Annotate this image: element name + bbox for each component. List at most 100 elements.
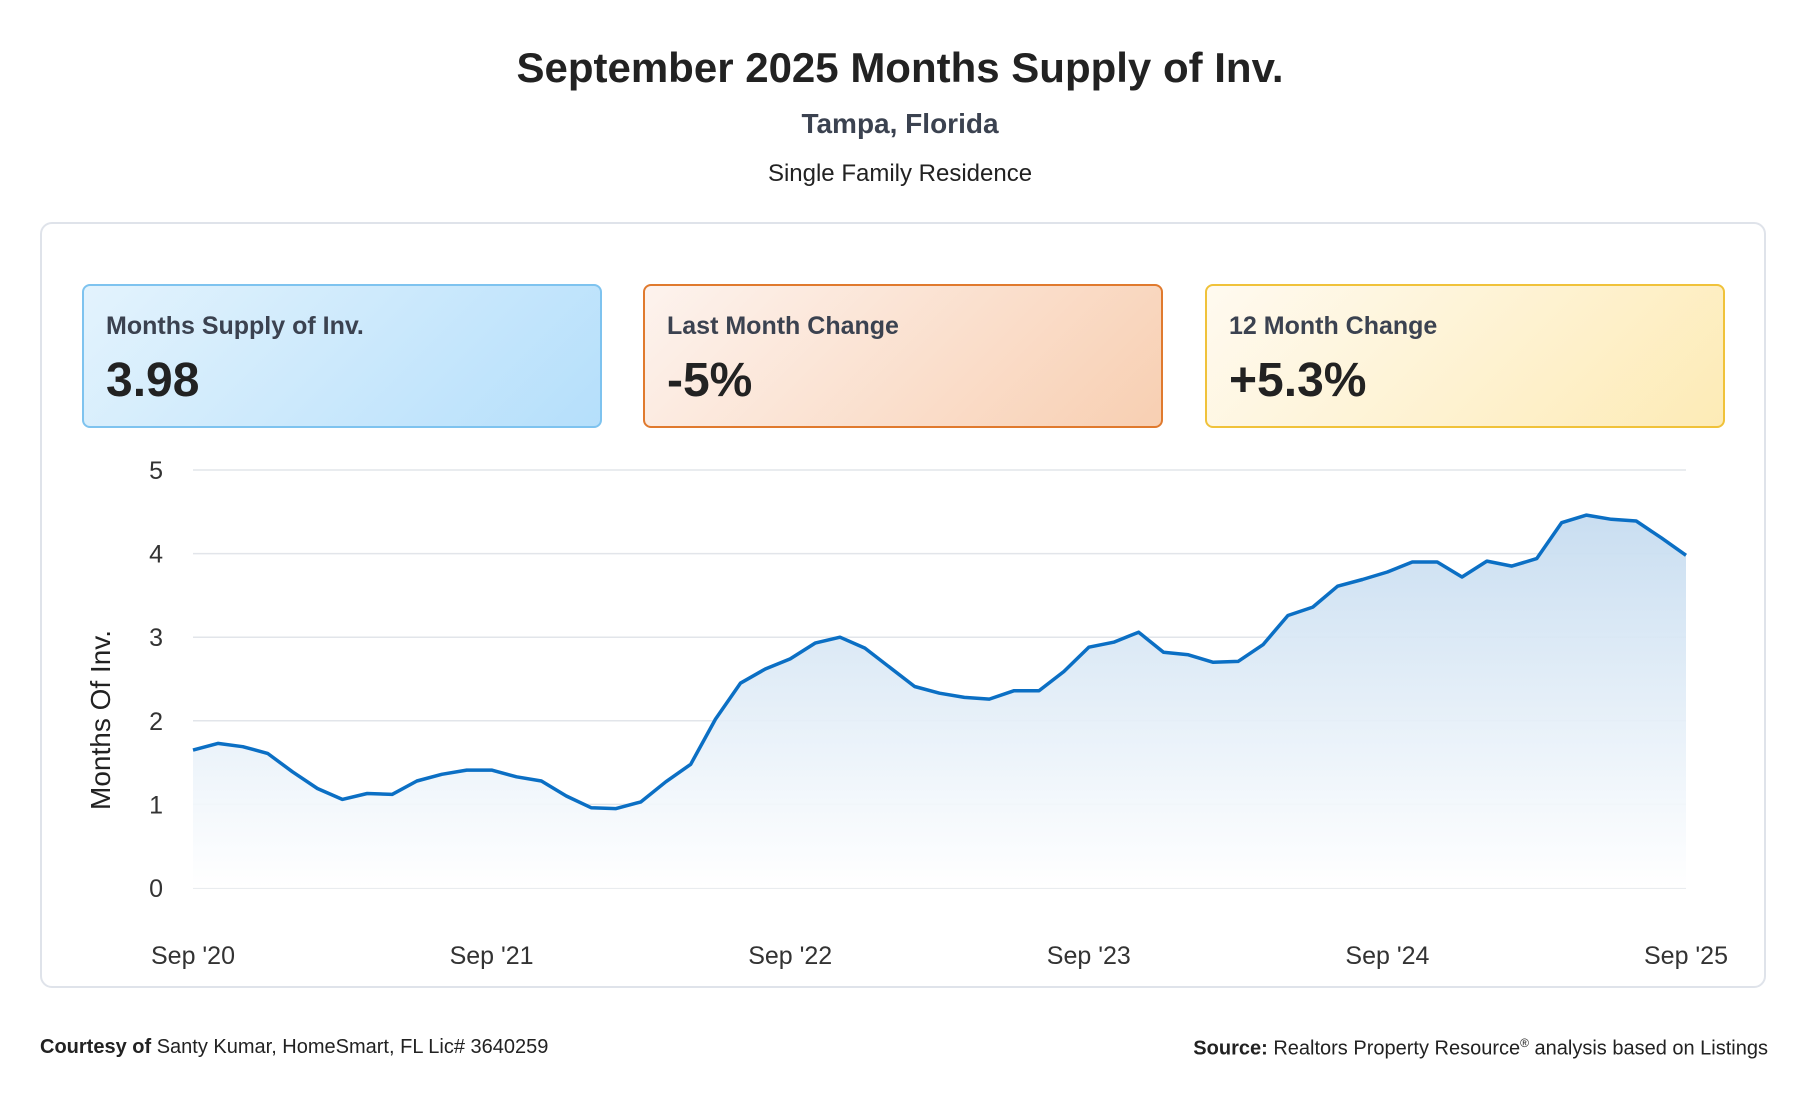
data-point <box>937 690 943 696</box>
x-tick-label: Sep '22 <box>748 942 832 970</box>
series-line <box>192 513 1688 811</box>
courtesy-label: Courtesy of <box>40 1036 152 1058</box>
data-point <box>439 771 445 777</box>
data-point <box>638 799 644 805</box>
kpi-value: 3.98 <box>106 354 200 407</box>
footer-source: Source: Realtors Property Resource® anal… <box>1193 1036 1768 1061</box>
kpi-card-months-supply: Months Supply of Inv. 3.98 <box>82 284 602 428</box>
data-point <box>787 656 793 662</box>
data-point <box>1559 520 1565 526</box>
area-layer <box>193 515 1686 888</box>
line-layer <box>190 513 1689 812</box>
data-point <box>837 634 843 640</box>
data-point <box>1360 577 1366 583</box>
y-tick-label: 5 <box>149 457 163 485</box>
data-point <box>588 805 594 811</box>
data-point <box>290 769 296 775</box>
data-point <box>414 778 420 784</box>
data-point <box>737 680 743 686</box>
data-point <box>1459 574 1465 580</box>
data-point <box>389 791 395 797</box>
data-point <box>1633 518 1639 524</box>
data-point <box>1185 652 1191 658</box>
data-point <box>1111 639 1117 645</box>
kpi-label: 12 Month Change <box>1229 312 1438 340</box>
data-point <box>688 761 694 767</box>
x-tick-label: Sep '21 <box>450 942 534 970</box>
data-point <box>489 767 495 773</box>
x-tick-label: Sep '20 <box>151 942 235 970</box>
footer-courtesy: Courtesy of Santy Kumar, HomeSmart, FL L… <box>40 1036 548 1059</box>
kpi-value: +5.3% <box>1229 354 1367 407</box>
data-point <box>1683 552 1689 558</box>
data-point <box>1384 569 1390 575</box>
y-tick-label: 0 <box>149 875 163 903</box>
data-point <box>464 767 470 773</box>
source-text-b: analysis based on Listings <box>1528 1037 1769 1060</box>
y-tick-label: 3 <box>149 624 163 652</box>
data-point <box>1235 658 1241 664</box>
data-point <box>538 778 544 784</box>
data-point <box>314 786 320 792</box>
data-point <box>1086 644 1092 650</box>
registered-mark: ® <box>1520 1036 1529 1050</box>
kpi-label: Last Month Change <box>667 312 899 340</box>
y-tick-label: 2 <box>149 708 163 736</box>
data-point <box>961 694 967 700</box>
y-axis-label: Months Of Inv. <box>85 630 116 810</box>
data-point <box>215 740 221 746</box>
data-point <box>1434 559 1440 565</box>
location-subtitle: Tampa, Florida <box>801 108 999 139</box>
data-point <box>1534 556 1540 562</box>
data-point <box>862 645 868 651</box>
page-title: September 2025 Months Supply of Inv. <box>516 44 1284 91</box>
data-point <box>1160 649 1166 655</box>
data-point <box>613 806 619 812</box>
source-text-a: Realtors Property Resource <box>1273 1037 1521 1060</box>
data-point <box>364 791 370 797</box>
data-point <box>812 640 818 646</box>
data-point <box>1285 612 1291 618</box>
data-point <box>1011 688 1017 694</box>
data-point <box>265 750 271 756</box>
data-point <box>1335 583 1341 589</box>
data-point <box>1484 558 1490 564</box>
source-label: Source: <box>1193 1037 1268 1060</box>
data-point <box>240 744 246 750</box>
kpi-card-last-month-change: Last Month Change -5% <box>643 284 1163 428</box>
y-axis-ticks: 0 1 2 3 4 5 <box>149 457 163 903</box>
x-axis-ticks: Sep '20 Sep '21 Sep '22 Sep '23 Sep '24 Sep '… <box>151 942 1728 970</box>
data-point <box>887 664 893 670</box>
property-type: Single Family Residence <box>767 160 1033 187</box>
data-point <box>190 747 196 753</box>
kpi-card-12-month-change: 12 Month Change +5.3% <box>1205 284 1725 428</box>
data-point <box>1136 629 1142 635</box>
area-fill <box>193 515 1686 888</box>
data-point <box>713 716 719 722</box>
data-point <box>986 696 992 702</box>
data-point <box>1061 668 1067 674</box>
x-tick-label: Sep '23 <box>1047 942 1131 970</box>
kpi-label: Months Supply of Inv. <box>106 312 364 340</box>
data-point <box>1409 559 1415 565</box>
data-point <box>1608 516 1614 522</box>
data-point <box>663 779 669 785</box>
x-tick-label: Sep '24 <box>1345 942 1429 970</box>
data-point <box>563 793 569 799</box>
data-point <box>1310 604 1316 610</box>
data-point <box>1658 535 1664 541</box>
data-point <box>339 796 345 802</box>
data-point <box>1509 563 1515 569</box>
y-tick-label: 4 <box>149 541 163 569</box>
data-point <box>912 684 918 690</box>
kpi-value: -5% <box>667 354 753 407</box>
data-point <box>513 774 519 780</box>
courtesy-text: Santy Kumar, HomeSmart, FL Lic# 3640259 <box>156 1036 549 1058</box>
x-tick-label: Sep '25 <box>1644 942 1728 970</box>
y-tick-label: 1 <box>149 791 163 819</box>
data-point <box>1036 688 1042 694</box>
data-point <box>1210 659 1216 665</box>
data-point <box>762 666 768 672</box>
data-point <box>1260 642 1266 648</box>
